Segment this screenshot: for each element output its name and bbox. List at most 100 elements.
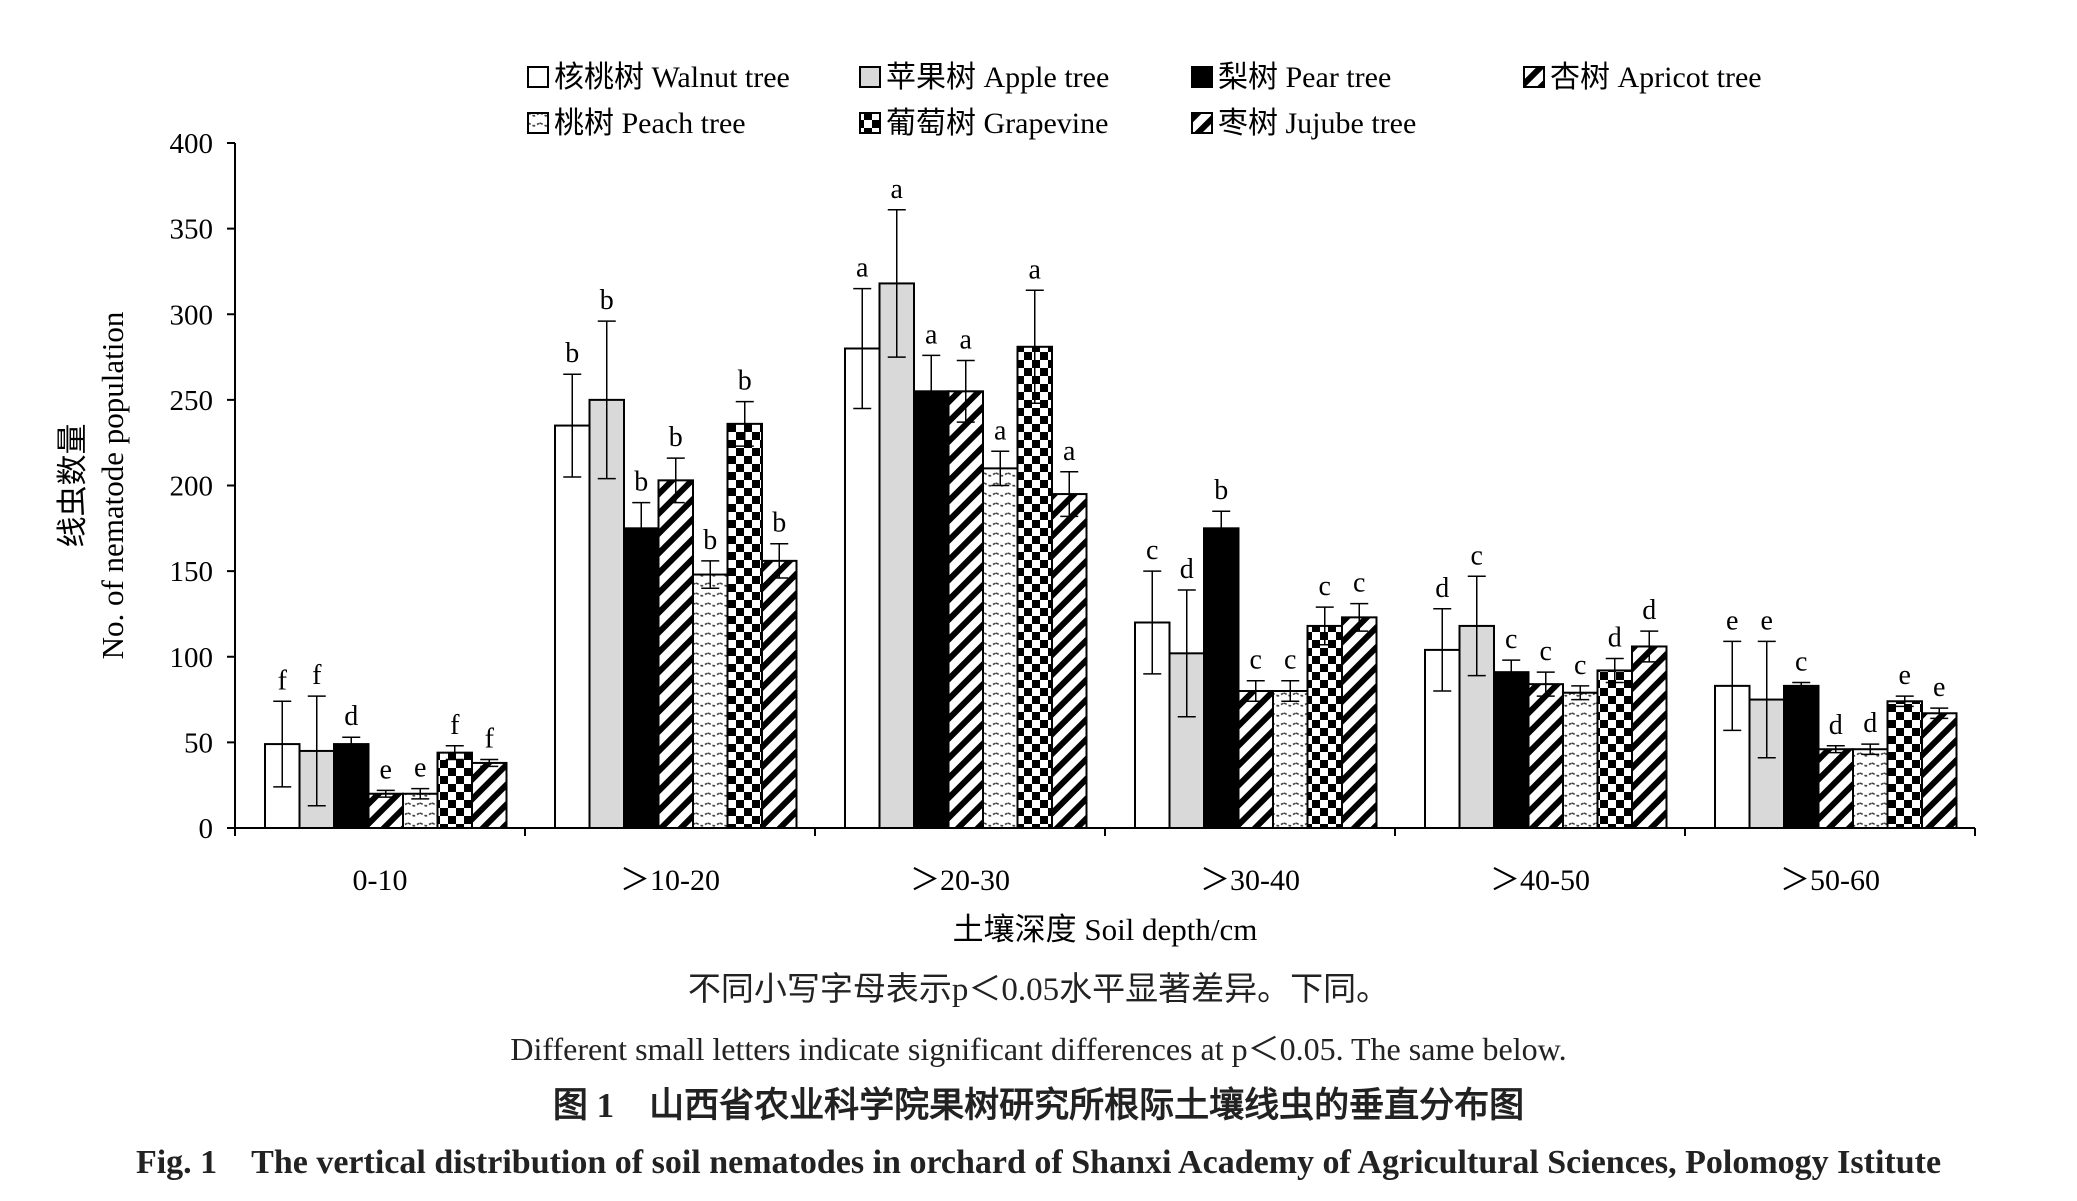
significance-letter: a xyxy=(856,253,869,284)
axes: 0 50 100 150 200 250 300 350 400 0-10 ＞10-20 ＞20-30… xyxy=(170,128,1976,897)
significance-letter: d xyxy=(1180,554,1194,585)
bar xyxy=(1631,645,1668,829)
legend-swatch xyxy=(859,112,881,134)
axis-labels: 线虫数量 No. of nematode population 土壤深度 Soil … xyxy=(55,311,1257,947)
bar xyxy=(1817,748,1854,829)
bar xyxy=(982,467,1019,829)
bar xyxy=(1016,345,1053,829)
significance-letter: e xyxy=(1761,605,1773,636)
legend-label: 苹果树 Apple tree xyxy=(886,61,1109,94)
significance-letter: d xyxy=(344,701,358,732)
significance-letter: f xyxy=(312,660,322,691)
bar xyxy=(878,282,915,829)
legend-label: 葡萄树 Grapevine xyxy=(886,107,1108,140)
significance-letter: c xyxy=(1505,624,1517,655)
bar xyxy=(1562,691,1599,830)
significance-letter: a xyxy=(1063,436,1076,467)
x-axis-label: 土壤深度 Soil depth/cm xyxy=(953,912,1258,947)
significance-letter: a xyxy=(994,415,1007,446)
legend-swatch xyxy=(859,66,881,88)
significance-letter: a xyxy=(960,324,973,355)
significance-letter: e xyxy=(1933,672,1945,703)
bar xyxy=(844,347,881,829)
significance-letter: e xyxy=(380,754,392,785)
significance-letter: e xyxy=(414,753,426,784)
significance-letter: b xyxy=(600,285,614,316)
y-tick-label: 350 xyxy=(170,214,214,246)
significance-letter: b xyxy=(703,525,717,556)
bar xyxy=(1921,712,1958,830)
significance-letter: b xyxy=(772,508,786,539)
legend-label: 桃树 Peach tree xyxy=(554,107,746,140)
significance-letter: d xyxy=(1863,708,1877,739)
significance-letter: c xyxy=(1250,645,1262,676)
legend-swatch xyxy=(1523,66,1545,88)
bar xyxy=(947,390,984,829)
significance-letter: c xyxy=(1146,535,1158,566)
figure-caption-english: Fig. 1 The vertical distribution of soil… xyxy=(135,1144,1942,1181)
significance-letter: d xyxy=(1608,622,1622,653)
bar xyxy=(471,761,508,829)
y-tick-label: 0 xyxy=(199,813,214,845)
bar xyxy=(913,390,950,829)
significance-letter: f xyxy=(450,710,460,741)
legend-label: 核桃树 Walnut tree xyxy=(554,61,790,94)
bar xyxy=(1341,616,1378,829)
significance-letter: c xyxy=(1471,540,1483,571)
x-tick-label: ＞20-30 xyxy=(910,864,1010,897)
legend-swatch xyxy=(1191,66,1213,88)
y-tick-label: 100 xyxy=(170,642,214,674)
legend: 核桃树 Walnut tree 苹果树 Apple tree 梨树 Pear tre… xyxy=(527,61,1762,140)
significance-letter: a xyxy=(1029,254,1042,285)
significance-letter: c xyxy=(1540,636,1552,667)
legend-swatch xyxy=(1191,112,1213,134)
significance-letter: c xyxy=(1795,646,1807,677)
significance-letter: d xyxy=(1829,710,1843,741)
bar xyxy=(554,424,591,829)
legend-swatch xyxy=(527,112,549,134)
legend-label: 梨树 Pear tree xyxy=(1218,61,1391,94)
significance-letter: a xyxy=(925,319,938,350)
y-tick-label: 250 xyxy=(170,385,214,417)
legend-swatch xyxy=(527,66,549,88)
significance-letter: c xyxy=(1574,650,1586,681)
bar xyxy=(657,479,694,829)
bar xyxy=(1493,671,1530,829)
significance-letter: b xyxy=(565,338,579,369)
significance-letter: b xyxy=(634,467,648,498)
y-tick-label: 300 xyxy=(170,299,214,331)
bar xyxy=(436,751,473,830)
significance-letter: b xyxy=(1214,475,1228,506)
y-tick-label: 400 xyxy=(170,128,214,160)
bar xyxy=(761,559,798,829)
significance-letter: a xyxy=(891,174,904,205)
y-axis-label-english: No. of nematode population xyxy=(95,311,130,659)
x-tick-label: ＞10-20 xyxy=(620,864,720,897)
significance-letter: f xyxy=(485,724,495,755)
bar xyxy=(623,527,660,829)
significance-letter: c xyxy=(1353,568,1365,599)
y-axis-label-chinese: 线虫数量 xyxy=(55,424,90,548)
bar xyxy=(367,792,404,829)
significance-letter: e xyxy=(1899,660,1911,691)
significance-letter: b xyxy=(669,422,683,453)
x-tick-label: ＞50-60 xyxy=(1780,864,1880,897)
bar xyxy=(1886,700,1923,830)
significance-letter: c xyxy=(1284,645,1296,676)
bar xyxy=(692,573,729,829)
y-tick-label: 150 xyxy=(170,556,214,588)
legend-label: 杏树 Apricot tree xyxy=(1550,61,1762,94)
significance-letter: f xyxy=(278,665,288,696)
legend-label: 枣树 Jujube tree xyxy=(1218,107,1416,140)
significance-letter: b xyxy=(738,366,752,397)
y-tick-label: 50 xyxy=(184,727,213,759)
bar xyxy=(333,743,370,830)
x-tick-label: ＞40-50 xyxy=(1490,864,1590,897)
bar xyxy=(1203,527,1240,829)
x-tick-label: 0-10 xyxy=(353,864,408,897)
bar xyxy=(1051,493,1088,829)
bar xyxy=(1272,690,1309,829)
